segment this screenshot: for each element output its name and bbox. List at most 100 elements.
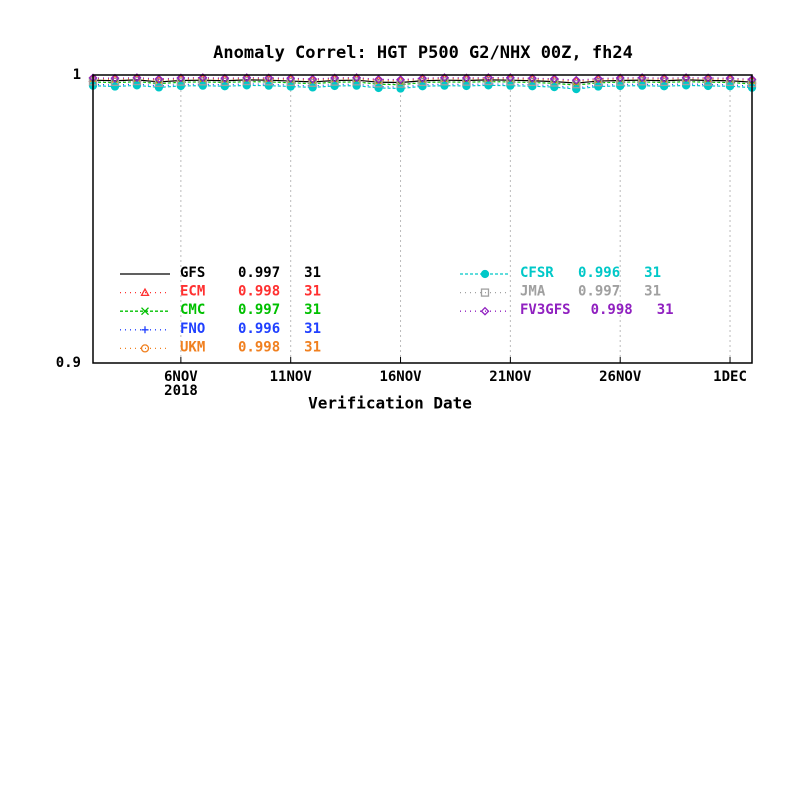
marker <box>141 307 149 316</box>
legend-count: 31 <box>304 265 321 281</box>
x-tick-label: 11NOV <box>270 369 313 385</box>
legend-name: CFSR <box>520 265 554 281</box>
marker <box>505 73 515 83</box>
legend-count: 31 <box>304 339 321 355</box>
marker <box>418 77 427 87</box>
marker <box>374 83 383 93</box>
marker <box>198 73 208 83</box>
legend-name: FNO <box>180 321 205 337</box>
marker <box>396 75 405 85</box>
marker <box>242 73 252 83</box>
x-tick-label: 1DEC <box>713 369 747 385</box>
marker <box>594 82 603 91</box>
marker <box>220 82 229 91</box>
marker <box>550 78 559 87</box>
marker <box>140 287 150 297</box>
x-tick-label: 21NOV <box>489 369 532 385</box>
marker <box>198 81 207 90</box>
marker <box>110 73 120 83</box>
marker <box>616 81 625 91</box>
marker <box>725 73 735 83</box>
marker <box>308 78 317 87</box>
marker <box>480 288 490 297</box>
marker <box>286 73 296 83</box>
marker <box>220 77 229 87</box>
legend-count: 31 <box>304 302 321 318</box>
marker <box>615 73 625 83</box>
marker <box>440 73 449 83</box>
marker <box>264 81 273 90</box>
marker <box>330 73 340 83</box>
legend-mean: 0.997 <box>578 284 620 300</box>
marker <box>330 81 339 91</box>
marker <box>527 73 537 83</box>
marker <box>308 83 317 92</box>
marker <box>593 74 603 83</box>
marker <box>286 77 295 87</box>
legend-count: 31 <box>644 265 661 281</box>
marker <box>264 73 274 83</box>
marker <box>198 77 207 86</box>
marker <box>352 77 361 86</box>
marker <box>659 73 669 83</box>
legend-mean: 0.998 <box>238 284 280 300</box>
year-label: 2018 <box>164 383 198 399</box>
x-tick-label: 16NOV <box>379 369 422 385</box>
marker <box>659 82 669 91</box>
marker <box>462 73 471 83</box>
y-tick-label: 1 <box>73 67 81 83</box>
marker <box>506 77 515 86</box>
marker <box>462 77 471 86</box>
legend-count: 31 <box>657 302 674 318</box>
marker <box>110 82 120 91</box>
legend-mean: 0.997 <box>238 265 280 281</box>
marker <box>220 73 230 83</box>
marker <box>176 81 186 91</box>
legend-mean: 0.996 <box>578 265 620 281</box>
marker <box>396 84 405 93</box>
marker <box>140 344 150 353</box>
marker <box>480 306 490 316</box>
marker <box>549 74 559 84</box>
legend-mean: 0.998 <box>238 339 280 355</box>
legend-count: 31 <box>644 284 661 300</box>
marker <box>352 73 362 83</box>
x-axis-label: Verification Date <box>308 394 472 413</box>
x-tick-label: 26NOV <box>599 369 642 385</box>
y-tick-label: 0.9 <box>56 355 81 371</box>
marker <box>242 76 251 86</box>
marker <box>703 73 713 83</box>
legend-name: GFS <box>180 265 205 281</box>
marker <box>572 84 581 94</box>
legend-name: ECM <box>180 284 205 300</box>
chart-title: Anomaly Correl: HGT P500 G2/NHX 00Z, fh2… <box>213 43 633 63</box>
legend-name: FV3GFS <box>520 302 571 318</box>
marker <box>681 73 691 83</box>
marker <box>154 74 164 84</box>
marker <box>132 76 142 86</box>
marker <box>374 74 383 84</box>
marker <box>725 77 735 87</box>
marker <box>681 76 691 86</box>
marker <box>286 82 295 91</box>
legend-name: CMC <box>180 302 205 318</box>
legend-mean: 0.996 <box>238 321 280 337</box>
marker <box>330 77 339 86</box>
marker <box>483 73 493 83</box>
marker <box>176 73 186 83</box>
marker <box>141 326 149 334</box>
marker <box>659 77 669 87</box>
marker <box>132 81 142 90</box>
legend-mean: 0.997 <box>238 302 280 318</box>
legend-name: UKM <box>180 339 205 355</box>
marker <box>418 73 427 83</box>
marker <box>528 82 537 91</box>
marker <box>681 81 691 90</box>
marker <box>550 82 559 92</box>
marker <box>480 269 490 279</box>
marker <box>242 81 251 90</box>
marker <box>440 81 449 90</box>
marker <box>462 81 471 91</box>
